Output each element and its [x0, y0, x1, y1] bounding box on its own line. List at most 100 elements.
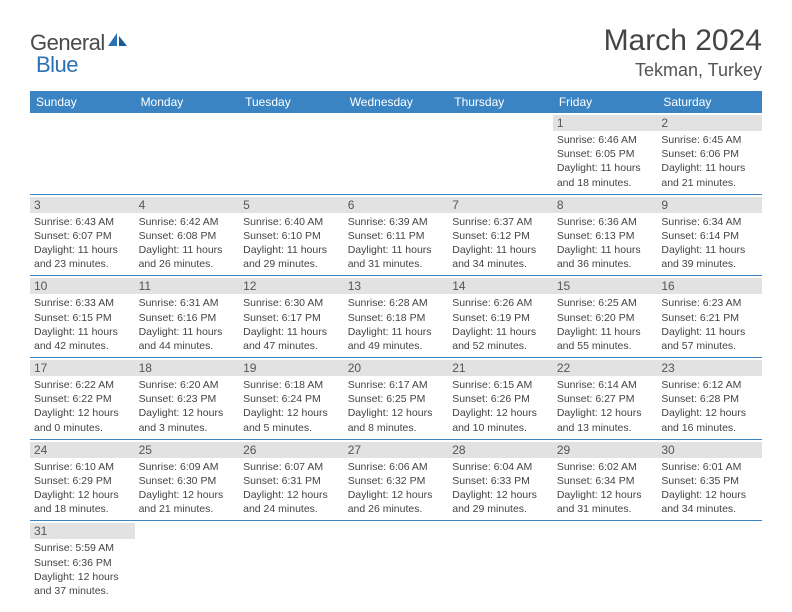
calendar-cell: 19 Sunrise: 6:18 AMSunset: 6:24 PMDayligh…	[239, 358, 344, 440]
weekday-header: Friday	[553, 91, 658, 113]
day-number: 14	[448, 278, 553, 294]
calendar-cell: 4Sunrise: 6:42 AMSunset: 6:08 PMDaylight…	[135, 194, 240, 276]
calendar-cell	[553, 521, 658, 602]
calendar-cell	[239, 113, 344, 194]
daylight-text: Daylight: 12 hours and 18 minutes.	[34, 488, 131, 516]
sunset-text: Sunset: 6:27 PM	[557, 392, 654, 406]
calendar-cell: 31 Sunrise: 5:59 AMSunset: 6:36 PMDayligh…	[30, 521, 135, 602]
calendar-cell: 2Sunrise: 6:45 AMSunset: 6:06 PMDaylight…	[657, 113, 762, 194]
daylight-text: Daylight: 11 hours and 55 minutes.	[557, 325, 654, 353]
day-number: 6	[344, 197, 449, 213]
sunrise-text: Sunrise: 5:59 AM	[34, 541, 131, 555]
day-sun-data: Sunrise: 6:07 AMSunset: 6:31 PMDaylight:…	[243, 460, 340, 517]
sunrise-text: Sunrise: 6:01 AM	[661, 460, 758, 474]
sunrise-text: Sunrise: 6:18 AM	[243, 378, 340, 392]
day-number: 13	[344, 278, 449, 294]
calendar-row: 17Sunrise: 6:22 AMSunset: 6:22 PMDayligh…	[30, 358, 762, 440]
calendar-cell: 25Sunrise: 6:09 AMSunset: 6:30 PMDayligh…	[135, 439, 240, 521]
day-number: 10	[30, 278, 135, 294]
daylight-text: Daylight: 12 hours and 10 minutes.	[452, 406, 549, 434]
day-number: 31	[30, 523, 135, 539]
day-sun-data: Sunrise: 6:33 AMSunset: 6:15 PMDaylight:…	[34, 296, 131, 353]
calendar-cell: 30Sunrise: 6:01 AMSunset: 6:35 PMDayligh…	[657, 439, 762, 521]
sunrise-text: Sunrise: 6:02 AM	[557, 460, 654, 474]
calendar-cell	[344, 113, 449, 194]
sunset-text: Sunset: 6:30 PM	[139, 474, 236, 488]
day-sun-data: Sunrise: 6:31 AMSunset: 6:16 PMDaylight:…	[139, 296, 236, 353]
daylight-text: Daylight: 11 hours and 23 minutes.	[34, 243, 131, 271]
sunset-text: Sunset: 6:12 PM	[452, 229, 549, 243]
sunrise-text: Sunrise: 6:43 AM	[34, 215, 131, 229]
daylight-text: Daylight: 11 hours and 42 minutes.	[34, 325, 131, 353]
sunrise-text: Sunrise: 6:12 AM	[661, 378, 758, 392]
day-sun-data: Sunrise: 6:36 AMSunset: 6:13 PMDaylight:…	[557, 215, 654, 272]
day-sun-data: Sunrise: 6:25 AMSunset: 6:20 PMDaylight:…	[557, 296, 654, 353]
daylight-text: Daylight: 11 hours and 18 minutes.	[557, 161, 654, 189]
sunset-text: Sunset: 6:06 PM	[661, 147, 758, 161]
sunrise-text: Sunrise: 6:07 AM	[243, 460, 340, 474]
day-sun-data: Sunrise: 6:40 AMSunset: 6:10 PMDaylight:…	[243, 215, 340, 272]
weekday-header: Monday	[135, 91, 240, 113]
daylight-text: Daylight: 11 hours and 34 minutes.	[452, 243, 549, 271]
daylight-text: Daylight: 11 hours and 26 minutes.	[139, 243, 236, 271]
calendar-cell	[135, 521, 240, 602]
calendar-cell	[448, 521, 553, 602]
day-number: 2	[657, 115, 762, 131]
sunrise-text: Sunrise: 6:26 AM	[452, 296, 549, 310]
sunset-text: Sunset: 6:07 PM	[34, 229, 131, 243]
sunrise-text: Sunrise: 6:17 AM	[348, 378, 445, 392]
weekday-header: Thursday	[448, 91, 553, 113]
day-sun-data: Sunrise: 6:20 AMSunset: 6:23 PMDaylight:…	[139, 378, 236, 435]
daylight-text: Daylight: 12 hours and 21 minutes.	[139, 488, 236, 516]
calendar-cell: 11 Sunrise: 6:31 AMSunset: 6:16 PMDayligh…	[135, 276, 240, 358]
daylight-text: Daylight: 11 hours and 47 minutes.	[243, 325, 340, 353]
day-number: 29	[553, 442, 658, 458]
calendar-cell: 24Sunrise: 6:10 AMSunset: 6:29 PMDayligh…	[30, 439, 135, 521]
calendar-cell	[448, 113, 553, 194]
sunrise-text: Sunrise: 6:46 AM	[557, 133, 654, 147]
daylight-text: Daylight: 11 hours and 21 minutes.	[661, 161, 758, 189]
day-sun-data: Sunrise: 6:43 AMSunset: 6:07 PMDaylight:…	[34, 215, 131, 272]
sunset-text: Sunset: 6:16 PM	[139, 311, 236, 325]
logo-text-blue: Blue	[36, 52, 78, 77]
day-number: 21	[448, 360, 553, 376]
calendar-cell: 28Sunrise: 6:04 AMSunset: 6:33 PMDayligh…	[448, 439, 553, 521]
location: Tekman, Turkey	[604, 60, 762, 81]
day-number: 27	[344, 442, 449, 458]
calendar-cell: 13 Sunrise: 6:28 AMSunset: 6:18 PMDayligh…	[344, 276, 449, 358]
sunrise-text: Sunrise: 6:15 AM	[452, 378, 549, 392]
calendar-cell: 9Sunrise: 6:34 AMSunset: 6:14 PMDaylight…	[657, 194, 762, 276]
calendar-cell: 22Sunrise: 6:14 AMSunset: 6:27 PMDayligh…	[553, 358, 658, 440]
day-number: 11	[135, 278, 240, 294]
calendar-row: 10Sunrise: 6:33 AMSunset: 6:15 PMDayligh…	[30, 276, 762, 358]
day-sun-data: Sunrise: 6:42 AMSunset: 6:08 PMDaylight:…	[139, 215, 236, 272]
sunrise-text: Sunrise: 6:33 AM	[34, 296, 131, 310]
sunset-text: Sunset: 6:15 PM	[34, 311, 131, 325]
sunset-text: Sunset: 6:22 PM	[34, 392, 131, 406]
sunset-text: Sunset: 6:17 PM	[243, 311, 340, 325]
day-number: 19	[239, 360, 344, 376]
day-sun-data: Sunrise: 6:46 AMSunset: 6:05 PMDaylight:…	[557, 133, 654, 190]
day-sun-data: Sunrise: 6:15 AMSunset: 6:26 PMDaylight:…	[452, 378, 549, 435]
day-sun-data: Sunrise: 5:59 AMSunset: 6:36 PMDaylight:…	[34, 541, 131, 598]
day-number: 7	[448, 197, 553, 213]
sail-icon	[107, 31, 129, 54]
sunrise-text: Sunrise: 6:28 AM	[348, 296, 445, 310]
sunrise-text: Sunrise: 6:40 AM	[243, 215, 340, 229]
daylight-text: Daylight: 12 hours and 16 minutes.	[661, 406, 758, 434]
day-sun-data: Sunrise: 6:12 AMSunset: 6:28 PMDaylight:…	[661, 378, 758, 435]
daylight-text: Daylight: 11 hours and 29 minutes.	[243, 243, 340, 271]
sunrise-text: Sunrise: 6:23 AM	[661, 296, 758, 310]
day-sun-data: Sunrise: 6:14 AMSunset: 6:27 PMDaylight:…	[557, 378, 654, 435]
calendar-cell: 14Sunrise: 6:26 AMSunset: 6:19 PMDayligh…	[448, 276, 553, 358]
title-block: March 2024 Tekman, Turkey	[604, 24, 762, 81]
day-number: 30	[657, 442, 762, 458]
calendar-row: 24Sunrise: 6:10 AMSunset: 6:29 PMDayligh…	[30, 439, 762, 521]
calendar-cell: 20Sunrise: 6:17 AMSunset: 6:25 PMDayligh…	[344, 358, 449, 440]
sunset-text: Sunset: 6:13 PM	[557, 229, 654, 243]
calendar-cell	[344, 521, 449, 602]
day-sun-data: Sunrise: 6:18 AMSunset: 6:24 PMDaylight:…	[243, 378, 340, 435]
sunrise-text: Sunrise: 6:10 AM	[34, 460, 131, 474]
sunset-text: Sunset: 6:20 PM	[557, 311, 654, 325]
day-sun-data: Sunrise: 6:28 AMSunset: 6:18 PMDaylight:…	[348, 296, 445, 353]
